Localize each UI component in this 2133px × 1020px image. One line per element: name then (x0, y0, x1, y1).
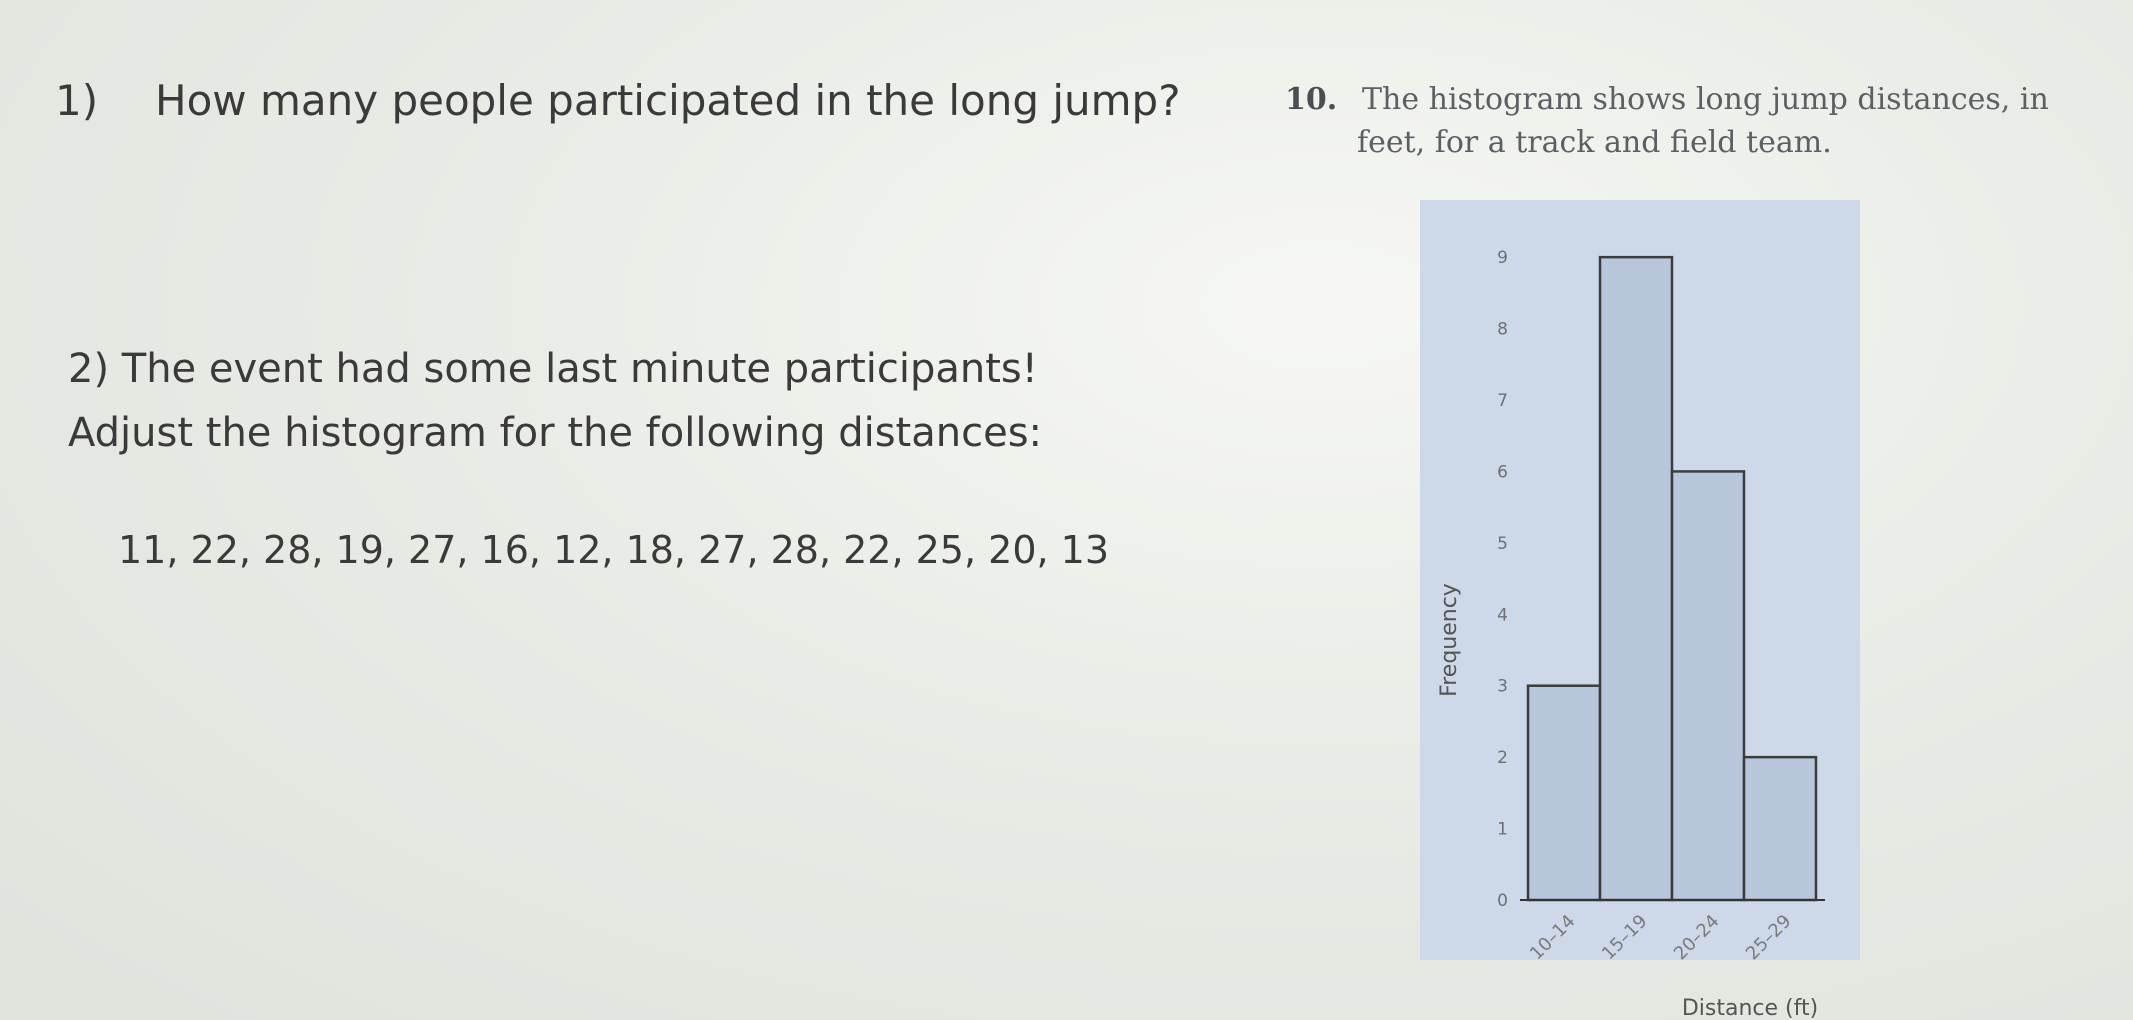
y-tick-label: 9 (1497, 248, 1508, 268)
question-2-distances: 11, 22, 28, 19, 27, 16, 12, 18, 27, 28, … (118, 528, 1110, 572)
x-axis-title: Distance (ft) (1682, 996, 1818, 1020)
y-tick-label: 1 (1497, 820, 1508, 840)
question-2-line-2: Adjust the histogram for the following d… (68, 410, 1043, 456)
y-tick-label: 4 (1497, 605, 1508, 625)
y-tick-label: 0 (1497, 891, 1508, 911)
y-tick-label: 2 (1497, 748, 1508, 768)
bar-group (1526, 255, 1818, 902)
histogram-bar (1670, 470, 1746, 902)
histogram-bar (1526, 684, 1602, 902)
y-tick-label: 3 (1497, 677, 1508, 697)
problem-10-line-2: feet, for a track and field team. (1357, 125, 1832, 160)
histogram-bar (1742, 755, 1818, 902)
y-tick-labels: 0 1 2 3 4 5 6 7 8 9 (1497, 248, 1508, 911)
y-tick-label: 7 (1497, 391, 1508, 411)
y-tick-label: 5 (1497, 534, 1508, 554)
problem-10-number: 10. (1285, 82, 1338, 117)
question-1-number: 1) (55, 76, 99, 125)
problem-10-line-1: The histogram shows long jump distances,… (1362, 82, 2049, 117)
question-2-line-1: 2) The event had some last minute partic… (68, 346, 1038, 392)
y-axis-title: Frequency (1437, 583, 1462, 697)
histogram-bar (1598, 255, 1674, 902)
y-tick-label: 8 (1497, 320, 1508, 340)
question-1-text: How many people participated in the long… (155, 76, 1181, 125)
y-tick-label: 6 (1497, 462, 1508, 482)
